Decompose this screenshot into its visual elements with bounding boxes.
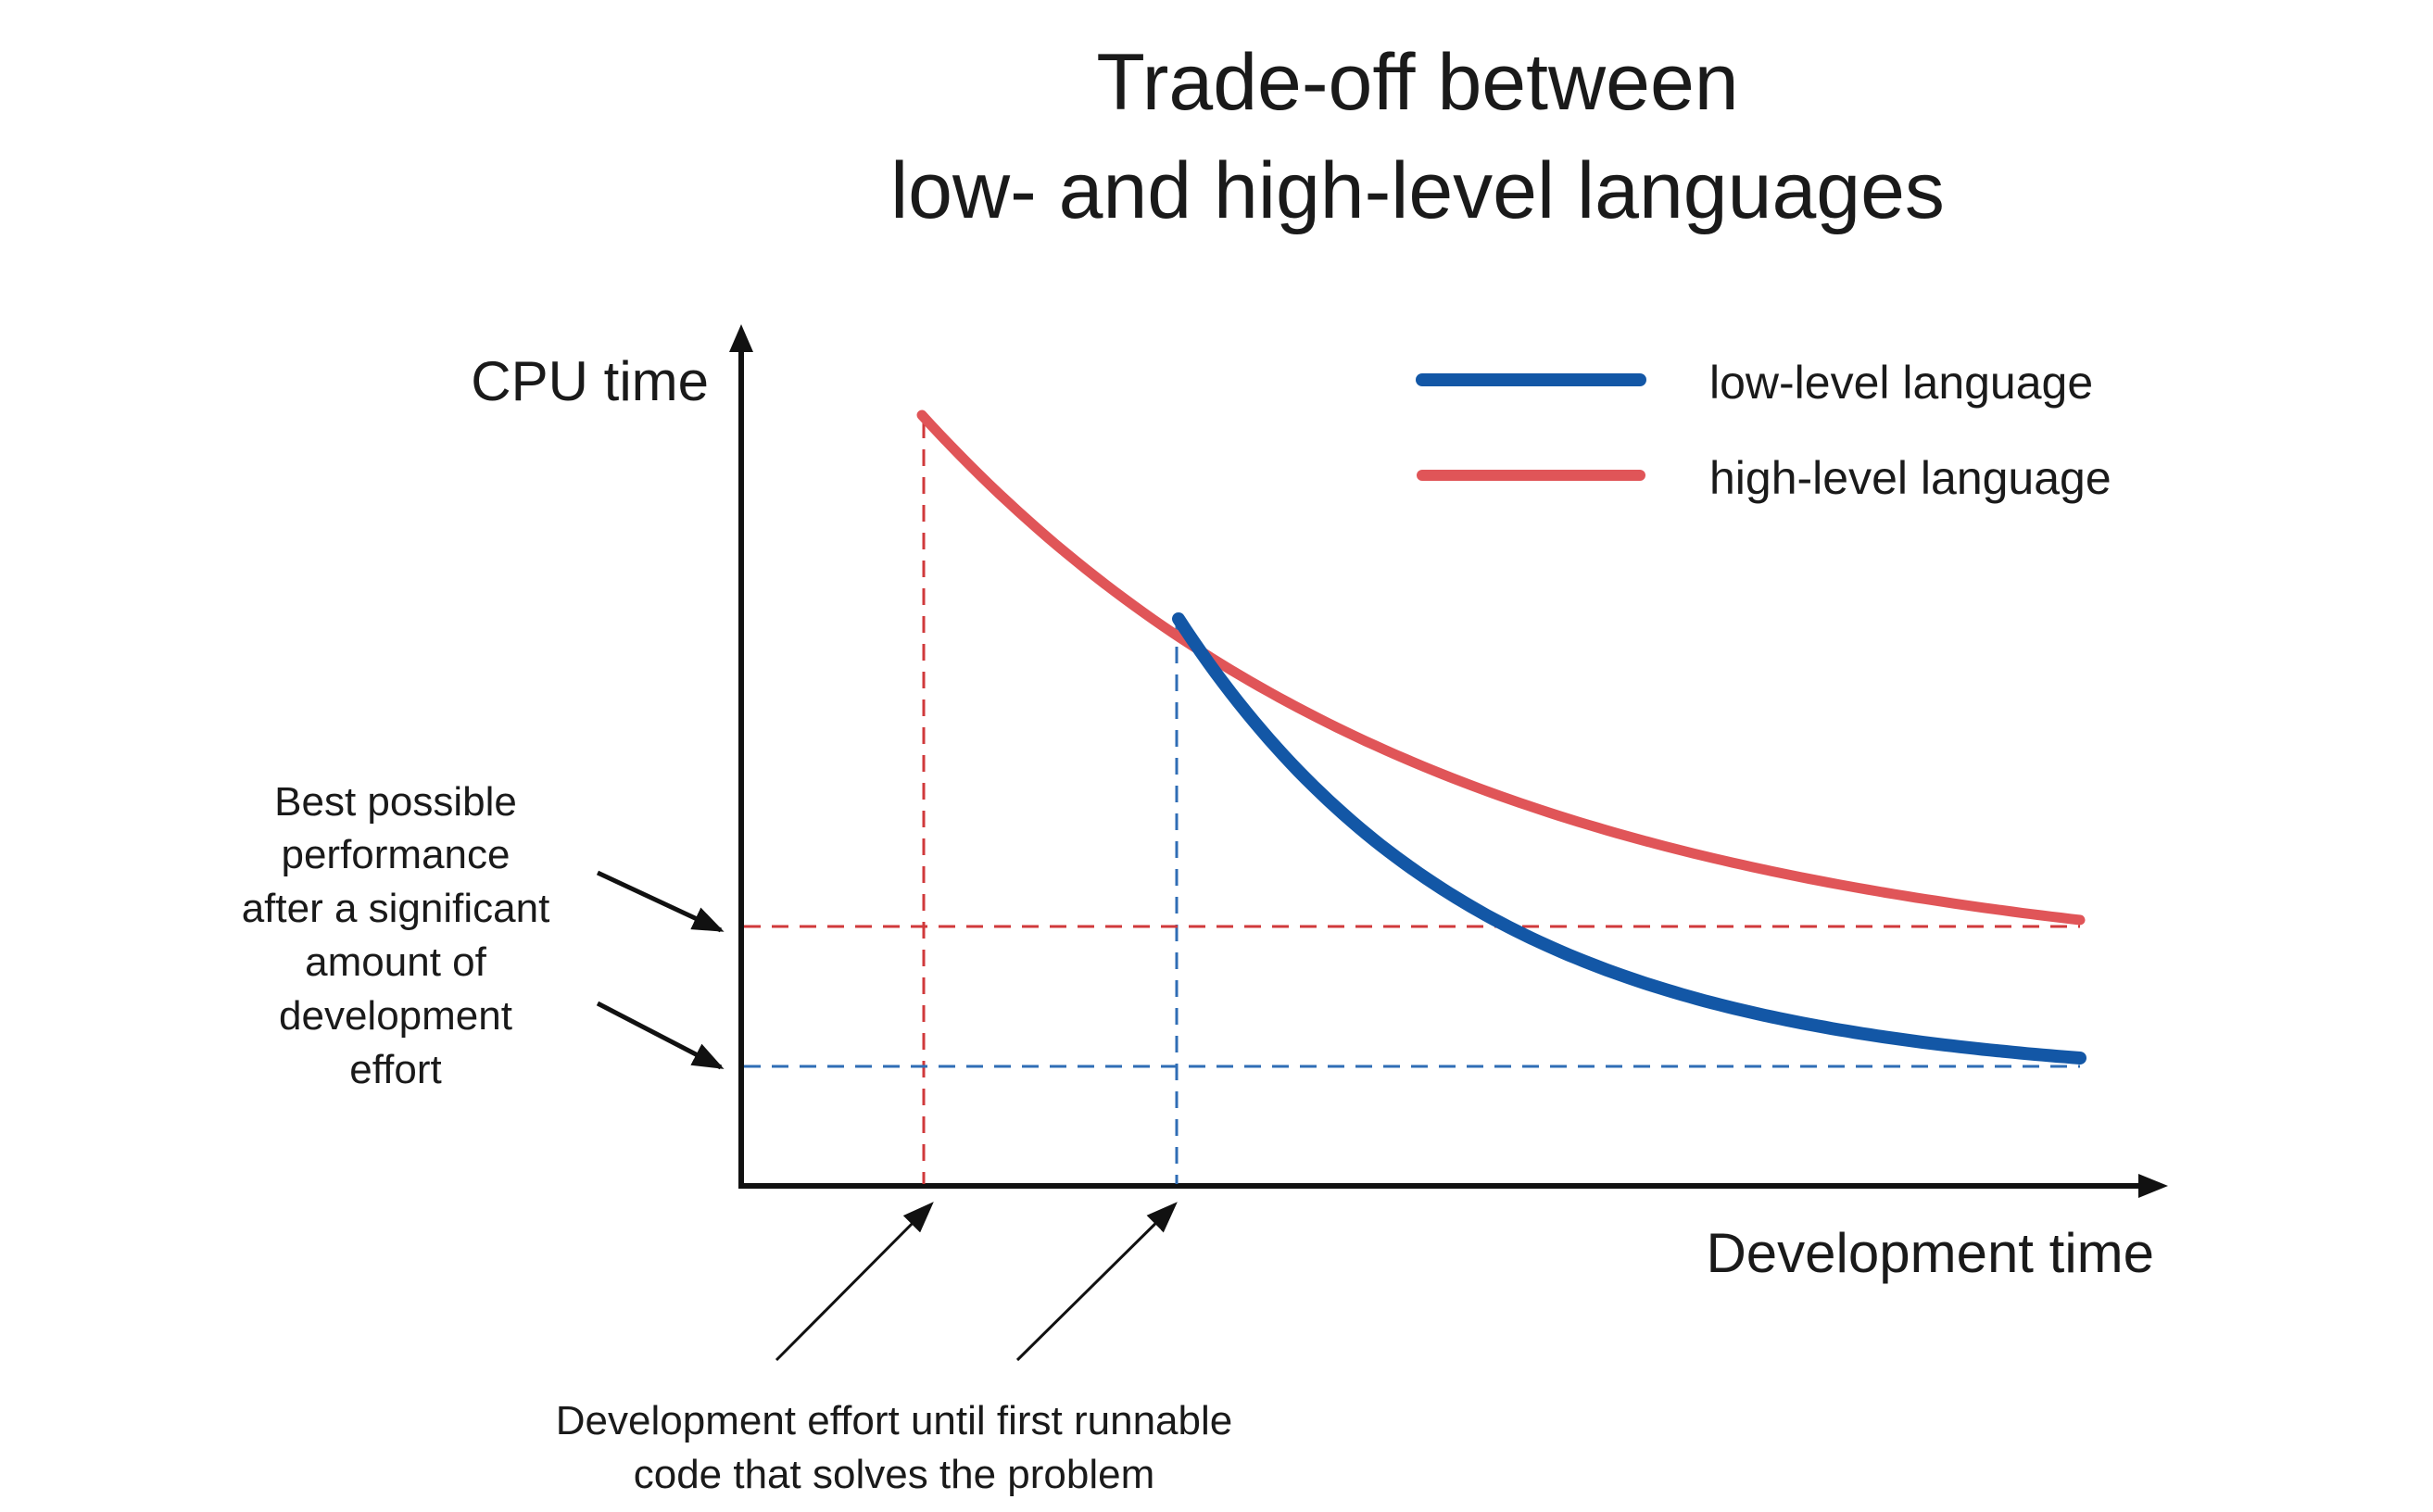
- arrow-to-low-level-start: [1015, 1202, 1178, 1362]
- high-level-curve: [916, 410, 2086, 926]
- legend-label-low-level: low-level language: [1709, 357, 2093, 409]
- best-performance-note: Best possible performance after a signif…: [242, 779, 725, 1092]
- title-line-1: Trade-off between: [1096, 38, 1738, 127]
- best-performance-line-1: Best possible: [274, 779, 517, 825]
- best-performance-line-3: after a significant: [242, 886, 550, 931]
- arrow-to-low-level-best: [596, 1001, 725, 1070]
- arrow-to-high-level-best: [596, 870, 725, 933]
- arrow-to-high-level-start: [775, 1202, 934, 1362]
- best-performance-line-6: effort: [349, 1047, 441, 1092]
- first-runnable-line-2: code that solves the problem: [634, 1452, 1155, 1497]
- axes: [729, 324, 2168, 1198]
- low-level-curve: [1172, 612, 2086, 1065]
- legend: low-level language high-level language: [1416, 357, 2112, 504]
- legend-label-high-level: high-level language: [1709, 452, 2112, 504]
- first-runnable-line-1: Development effort until first runnable: [556, 1398, 1232, 1443]
- title-line-2: low- and high-level languages: [890, 146, 1945, 235]
- x-axis-arrowhead: [2138, 1174, 2168, 1198]
- x-axis-label: Development time: [1706, 1222, 2154, 1284]
- guide-lines: [744, 422, 2080, 1184]
- best-performance-line-2: performance: [281, 832, 510, 877]
- best-performance-line-4: amount of: [305, 939, 486, 985]
- y-axis-label: CPU time: [471, 350, 709, 412]
- y-axis-arrowhead: [729, 324, 753, 352]
- best-performance-line-5: development: [279, 993, 512, 1039]
- first-runnable-note: Development effort until first runnable …: [556, 1202, 1232, 1497]
